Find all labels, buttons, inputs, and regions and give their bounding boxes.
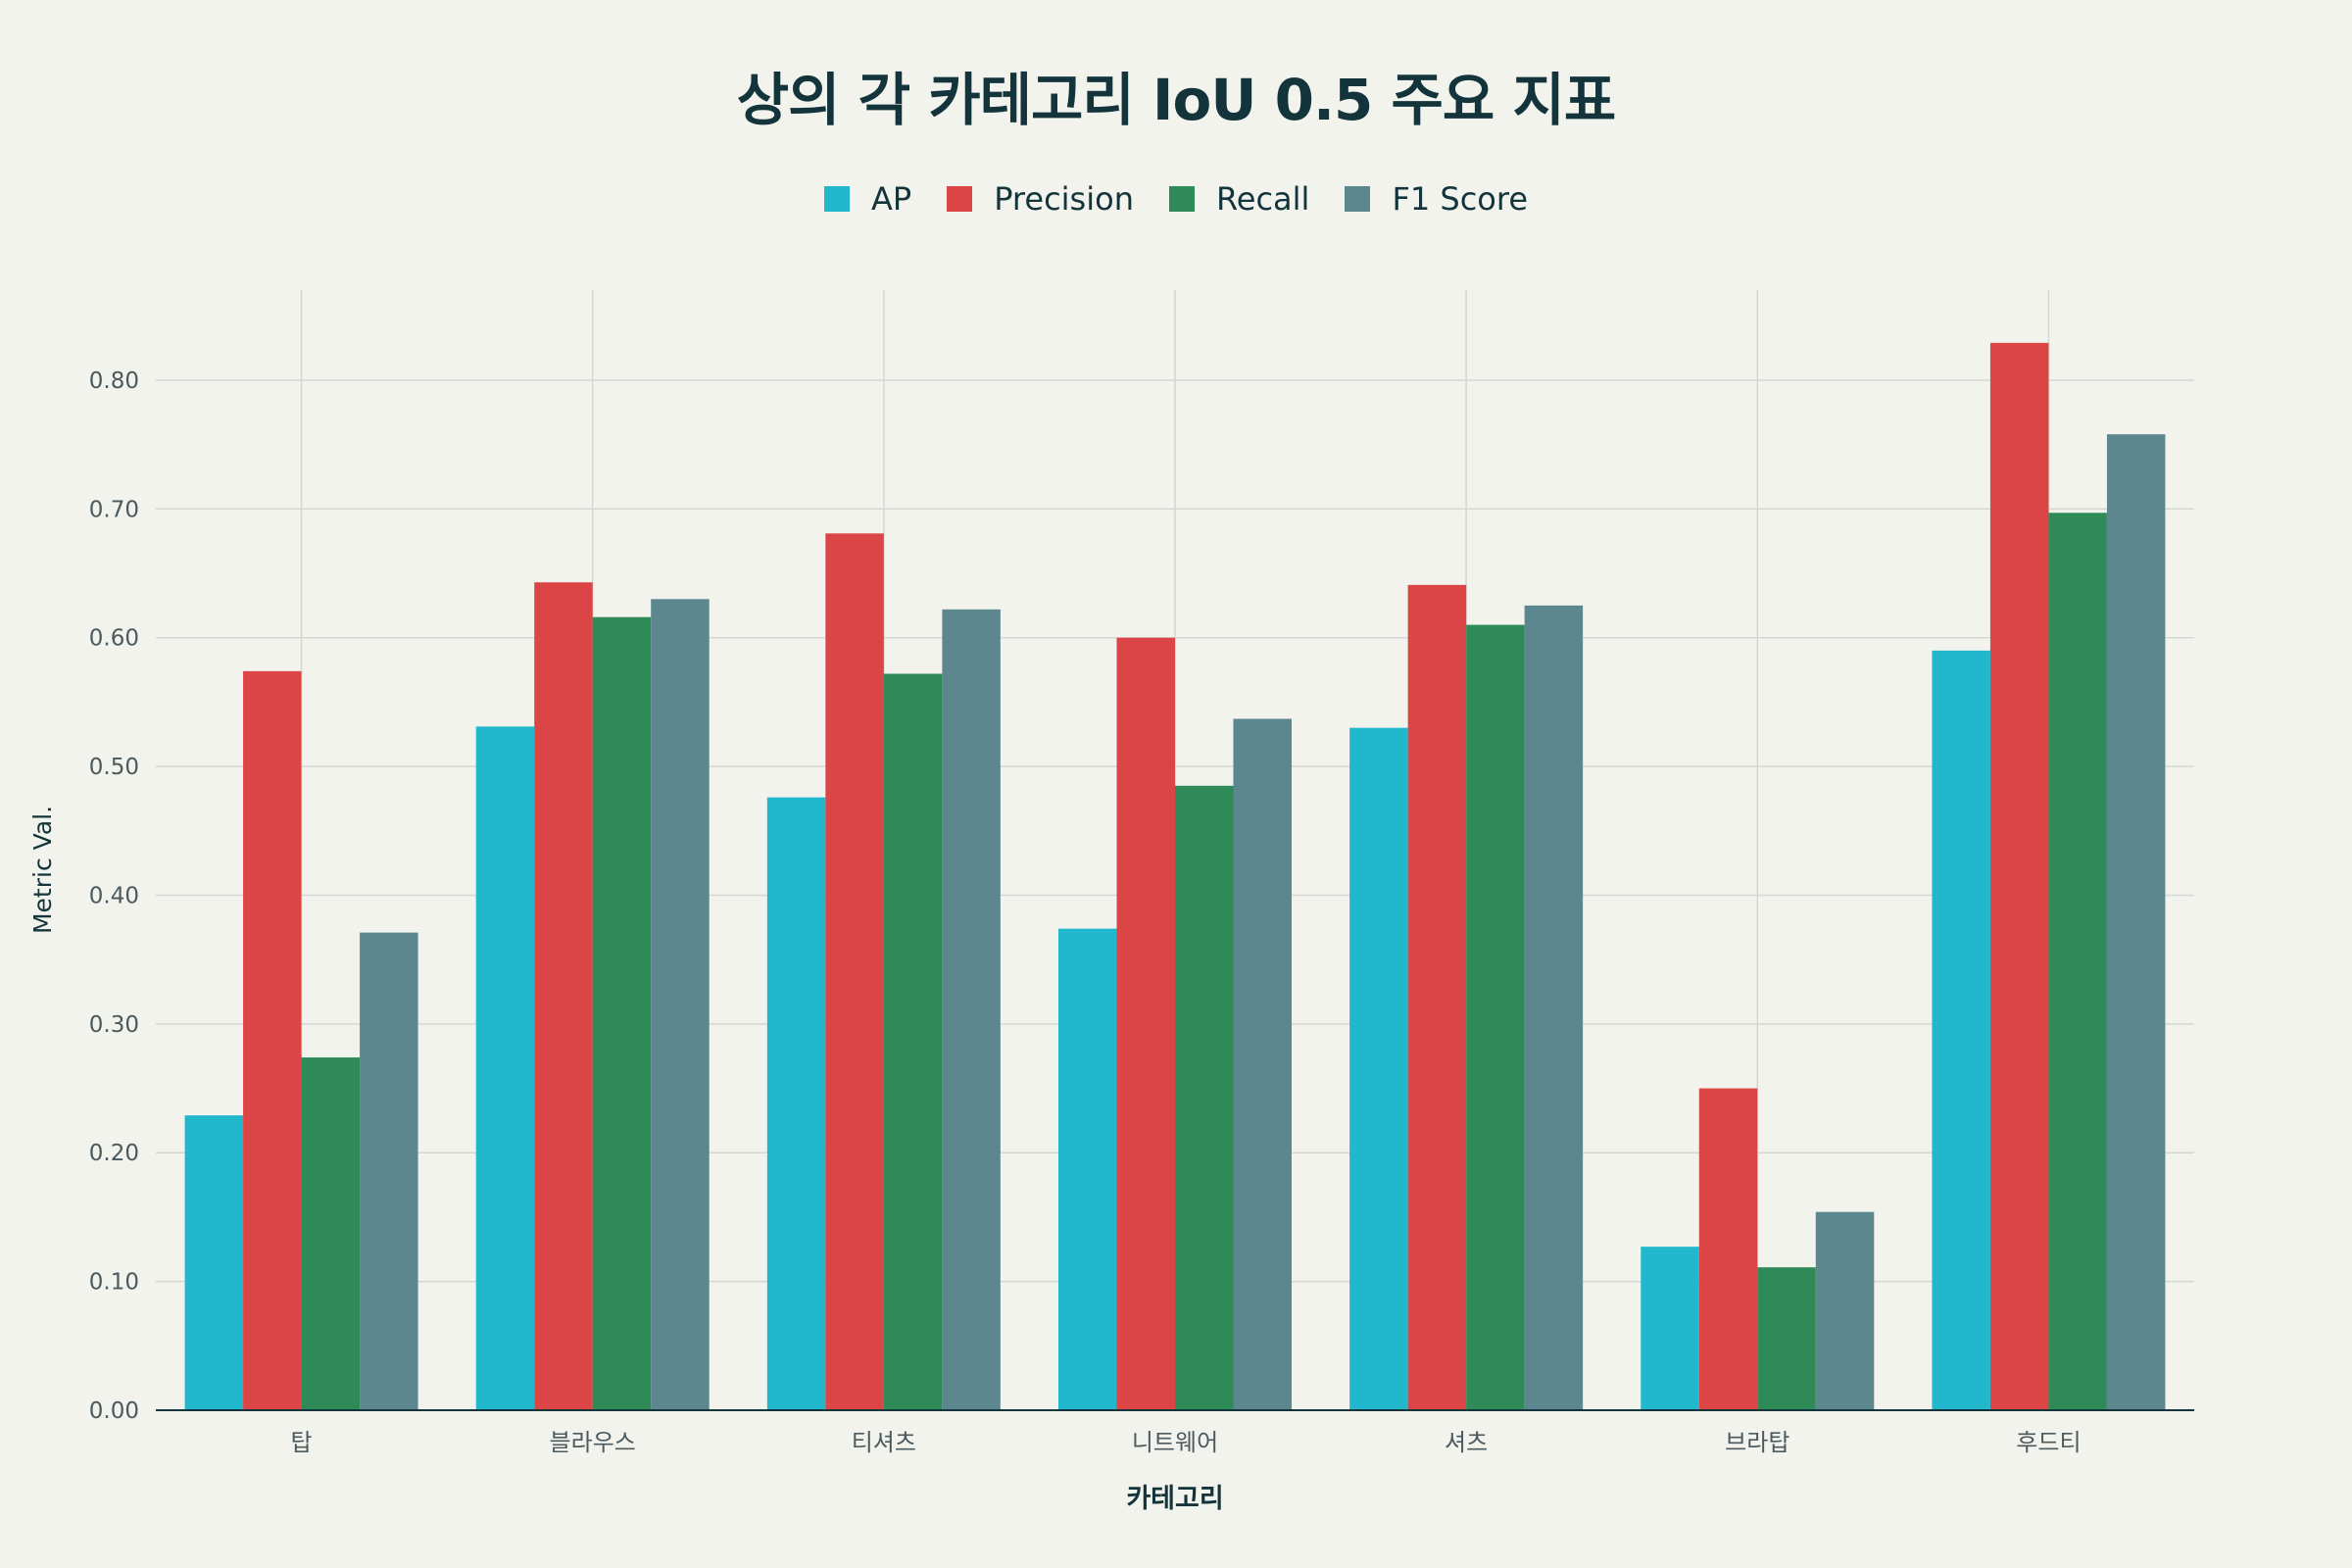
bar-recall-4[interactable] [1175, 785, 1234, 1410]
bar-ap-1[interactable] [184, 1115, 244, 1410]
bar-recall-6[interactable] [1757, 1267, 1816, 1410]
y-tick-label: 0.10 [89, 1270, 139, 1296]
bar-f1-score-3[interactable] [942, 609, 1001, 1410]
bar-f1-score-6[interactable] [1815, 1211, 1875, 1410]
x-axis-title: 카테고리 [1126, 1484, 1223, 1514]
bar-recall-3[interactable] [883, 673, 943, 1410]
bar-recall-7[interactable] [2048, 513, 2107, 1410]
legend-label-precision: Precision [994, 180, 1134, 218]
bar-recall-2[interactable] [592, 616, 652, 1410]
bar-ap-6[interactable] [1641, 1247, 1699, 1410]
y-tick-label: 0.00 [89, 1398, 139, 1424]
bar-precision-5[interactable] [1407, 584, 1467, 1410]
legend-item-ap[interactable]: AP [824, 180, 911, 218]
bar-ap-5[interactable] [1349, 727, 1408, 1410]
legend-swatch-recall [1168, 186, 1195, 212]
legend-item-f1-score[interactable]: F1 Score [1345, 180, 1528, 218]
x-tick-label: 셔츠 [1445, 1429, 1488, 1456]
bar-ap-7[interactable] [1932, 650, 1990, 1410]
legend-swatch-precision [947, 186, 973, 212]
bar-ap-3[interactable] [766, 797, 826, 1410]
y-tick-label: 0.20 [89, 1141, 139, 1166]
bar-f1-score-5[interactable] [1524, 605, 1584, 1410]
bar-f1-score-7[interactable] [2106, 434, 2166, 1410]
bars [184, 342, 2166, 1411]
bar-f1-score-4[interactable] [1233, 718, 1293, 1410]
y-tick-label: 0.50 [89, 755, 139, 780]
bar-precision-6[interactable] [1698, 1088, 1758, 1410]
bar-recall-5[interactable] [1466, 624, 1525, 1410]
legend-label-f1-score: F1 Score [1392, 180, 1528, 218]
y-tick-label: 0.30 [89, 1012, 139, 1038]
x-tick-label: 후드티 [2016, 1429, 2081, 1456]
y-tick-label: 0.70 [89, 497, 139, 522]
legend-label-recall: Recall [1215, 180, 1310, 218]
chart-title: 상의 각 카테고리 IoU 0.5 주요 지표 [736, 67, 1616, 133]
x-tick-label: 탑 [291, 1429, 313, 1456]
chart-legend: AP Precision Recall F1 Score [0, 180, 2352, 218]
axes: 0.00 0.10 0.20 0.30 0.40 0.50 0.60 0.70 0.80 탑 블라우… [89, 368, 2194, 1456]
bar-ap-4[interactable] [1058, 928, 1117, 1410]
x-tick-label: 블라우스 [550, 1429, 636, 1456]
y-tick-label: 0.40 [89, 883, 139, 908]
y-tick-label: 0.80 [89, 368, 139, 394]
bar-precision-1[interactable] [243, 670, 302, 1410]
legend-label-ap: AP [871, 180, 912, 218]
bar-recall-1[interactable] [301, 1057, 361, 1410]
bar-precision-3[interactable] [825, 533, 884, 1410]
legend-item-precision[interactable]: Precision [947, 180, 1134, 218]
y-tick-label: 0.60 [89, 626, 139, 652]
legend-swatch-f1-score [1345, 186, 1371, 212]
x-tick-label: 니트웨어 [1132, 1429, 1218, 1456]
legend-item-recall[interactable]: Recall [1168, 180, 1310, 218]
legend-swatch-ap [824, 186, 850, 212]
bar-f1-score-2[interactable] [651, 599, 710, 1410]
bar-f1-score-1[interactable] [360, 932, 418, 1410]
bar-ap-2[interactable] [475, 726, 535, 1410]
bar-precision-4[interactable] [1116, 637, 1176, 1410]
y-axis-title: Metric Val. [28, 806, 57, 934]
bar-precision-7[interactable] [1989, 342, 2049, 1411]
bar-precision-2[interactable] [534, 582, 593, 1410]
x-tick-label: 브라탑 [1725, 1429, 1789, 1456]
x-tick-label: 티셔츠 [852, 1429, 916, 1456]
